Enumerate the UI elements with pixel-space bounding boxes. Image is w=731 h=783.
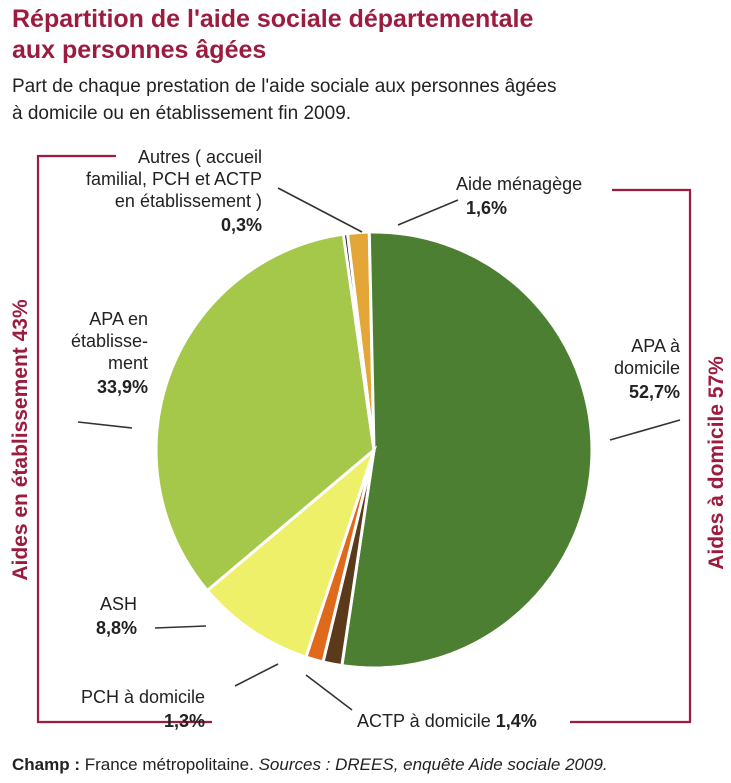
chart-subtitle: Part de chaque prestation de l'aide soci… — [12, 73, 712, 127]
bracket-domicile — [570, 188, 692, 724]
footer-sources: Sources : DREES, enquête Aide sociale 20… — [258, 755, 608, 774]
slice-value-actp-domicile: 1,4% — [496, 711, 537, 731]
slice-value-autres: 0,3% — [221, 215, 262, 235]
chart-subtitle-line-1: Part de chaque prestation de l'aide soci… — [12, 76, 557, 97]
group-label-domicile: Aides à domicile 57% — [705, 356, 728, 570]
leader-line-actp-domicile — [305, 674, 353, 711]
slice-label-apa-etablissement: APA en établisse-ment 33,9% — [71, 309, 148, 397]
pie-slice-ash — [205, 445, 378, 659]
leader-line-pch-domicile — [234, 663, 279, 687]
leader-line-autres — [277, 187, 363, 233]
slice-value-pch-domicile: 1,3% — [164, 711, 205, 731]
slice-label-autres: Autres ( accueil familial, PCH et ACTP en … — [86, 147, 262, 235]
pie-slices — [154, 230, 594, 670]
slice-label-actp-domicile: ACTP à domicile 1,4% — [357, 711, 537, 731]
leader-line-ash — [154, 625, 207, 629]
slice-value-ash: 8,8% — [96, 618, 137, 638]
leader-line-apa-domicile — [609, 419, 681, 441]
chart-footer: Champ : France métropolitaine. Sources :… — [12, 754, 722, 776]
slice-label-aide-menagere: Aide ménagège 1,6% — [456, 174, 582, 218]
pie-slice-autres — [341, 231, 376, 451]
group-labels: Aides en établissement 43% Aides à domici… — [9, 299, 728, 581]
slice-value-apa-etablissement: 33,9% — [97, 377, 148, 397]
pie-slice-apa-domicile — [340, 230, 594, 670]
chart-subtitle-line-2: à domicile ou en établissement fin 2009. — [12, 103, 352, 124]
slice-value-aide-menagere: 1,6% — [466, 198, 507, 218]
group-label-etablissement: Aides en établissement 43% — [9, 299, 32, 581]
footer-champ-text: France métropolitaine. — [80, 755, 259, 774]
bracket-etablissement — [36, 154, 212, 724]
footer-champ-label: Champ : — [12, 755, 80, 774]
leader-lines — [77, 187, 681, 711]
pie-chart: Aide ménagège 1,6% APA à domicile 52,7% ACTP … — [9, 147, 728, 731]
chart-title: Répartition de l'aide sociale départemen… — [12, 4, 712, 66]
slice-labels: Aide ménagège 1,6% APA à domicile 52,7% ACTP … — [71, 147, 681, 731]
leader-line-aide-menagere — [397, 199, 459, 226]
slice-label-ash: ASH 8,8% — [96, 594, 137, 638]
slice-label-pch-domicile: PCH à domicile 1,3% — [81, 687, 205, 731]
slice-label-apa-domicile: APA à domicile 52,7% — [614, 336, 681, 402]
group-brackets — [36, 154, 692, 724]
leader-line-apa-etablissement — [77, 421, 133, 429]
chart-title-line-2: aux personnes âgées — [12, 36, 267, 64]
slice-value-apa-domicile: 52,7% — [629, 382, 680, 402]
pie-slice-apa-etablissement — [154, 232, 376, 593]
chart-title-line-1: Répartition de l'aide sociale départemen… — [12, 5, 534, 33]
